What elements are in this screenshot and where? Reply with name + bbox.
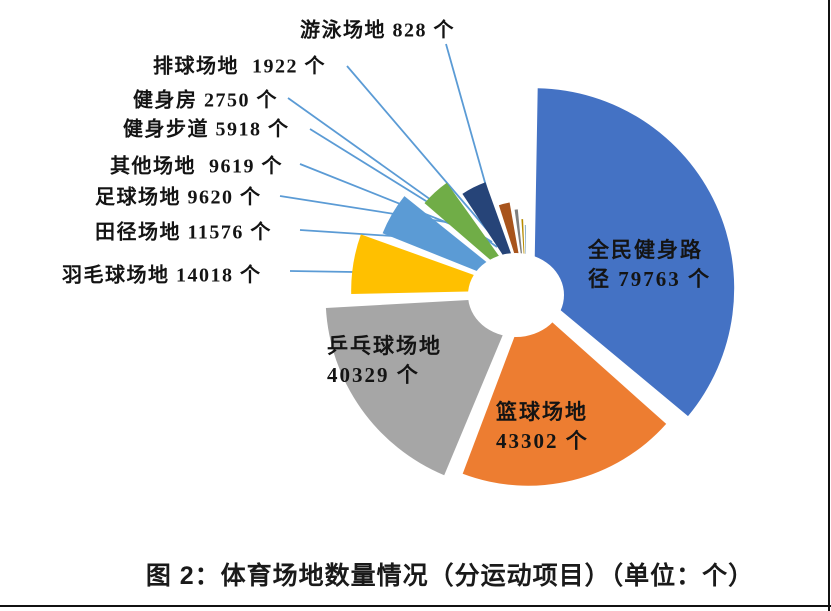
- slice-callout-label: 田径场地 11576 个: [95, 221, 272, 244]
- leader-line: [289, 270, 355, 273]
- slice-inner-label-line: 43302 个: [496, 429, 589, 453]
- slice-inner-label: 全民健身路径 79763 个: [588, 236, 711, 294]
- slice-inner-label: 篮球场地 43302 个: [496, 398, 589, 456]
- page-border-right: [828, 0, 830, 611]
- pie-slice-1: [462, 300, 667, 486]
- slice-callout-label: 羽毛球场地 14018 个: [62, 264, 262, 287]
- leader-line: [299, 163, 474, 234]
- slice-callout-label: 排球场地 1922 个: [153, 55, 326, 78]
- leader-line: [346, 65, 502, 247]
- page-border-bottom: [0, 605, 831, 607]
- slice-inner-label-line: 全民健身路: [588, 238, 703, 262]
- slice-inner-label: 乒乓球场地 40329 个: [327, 332, 442, 390]
- figure-caption: 图 2：体育场地数量情况（分运动项目）（单位：个）: [145, 562, 755, 590]
- slice-inner-label-line: 篮球场地: [496, 400, 588, 424]
- pie-slice-0: [534, 88, 735, 417]
- slice-callout-label: 健身步道 5918 个: [123, 118, 290, 141]
- pie-slice-2: [325, 297, 519, 476]
- donut-hole: [468, 253, 564, 337]
- slice-callout-label: 健身房 2750 个: [133, 89, 278, 112]
- slice-inner-label-line: 乒乓球场地: [327, 334, 442, 358]
- slice-inner-label-line: 径 79763 个: [588, 267, 711, 291]
- slice-callout-label: 其他场地 9619 个: [110, 155, 283, 178]
- slice-callout-label: 游泳场地 828 个: [300, 19, 455, 42]
- slice-callout-label: 足球场地 9620 个: [95, 186, 262, 209]
- slice-inner-label-line: 40329 个: [327, 363, 420, 387]
